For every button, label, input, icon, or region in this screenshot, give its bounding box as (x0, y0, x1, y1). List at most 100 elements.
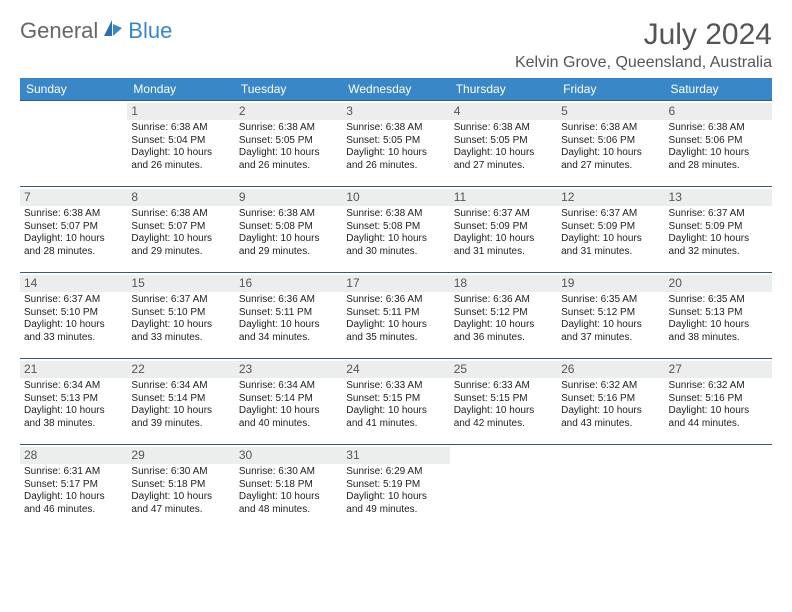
calendar-day-cell: 11Sunrise: 6:37 AMSunset: 5:09 PMDayligh… (450, 187, 557, 273)
calendar-day-cell: 31 Sunrise: 6:29 AMSunset: 5:19 PMDayligh… (342, 445, 449, 531)
day-number: 4 (450, 103, 557, 120)
daylight-line-2: and 38 minutes. (24, 418, 123, 431)
daylight-line-2: and 28 minutes. (24, 246, 123, 259)
daylight-line-1: Daylight: 10 hours (239, 319, 338, 332)
daylight-line-1: Daylight: 10 hours (561, 147, 660, 160)
daylight-line-1: Daylight: 10 hours (561, 319, 660, 332)
title-block: July 2024 Kelvin Grove, Queensland, Aust… (515, 18, 772, 72)
daylight-line-1: Daylight: 10 hours (239, 491, 338, 504)
daylight-line-2: and 31 minutes. (561, 246, 660, 259)
calendar-day-cell: 5 Sunrise: 6:38 AMSunset: 5:06 PMDaylight… (557, 101, 664, 187)
sunset-line: Sunset: 5:14 PM (239, 393, 338, 406)
sunset-line: Sunset: 5:09 PM (561, 221, 660, 234)
daylight-line-1: Daylight: 10 hours (669, 147, 768, 160)
sunrise-line: Sunrise: 6:32 AM (561, 380, 660, 393)
daylight-line-1: Daylight: 10 hours (239, 233, 338, 246)
daylight-line-2: and 44 minutes. (669, 418, 768, 431)
daylight-line-2: and 46 minutes. (24, 504, 123, 517)
day-number: 19 (557, 275, 664, 292)
day-number: 11 (450, 189, 557, 206)
day-details: Sunrise: 6:38 AMSunset: 5:08 PMDaylight:… (239, 208, 338, 258)
daylight-line-2: and 26 minutes. (131, 160, 230, 173)
sunset-line: Sunset: 5:05 PM (454, 135, 553, 148)
day-number: 20 (665, 275, 772, 292)
day-number: 22 (127, 361, 234, 378)
sunset-line: Sunset: 5:18 PM (131, 479, 230, 492)
daylight-line-1: Daylight: 10 hours (131, 319, 230, 332)
daylight-line-2: and 43 minutes. (561, 418, 660, 431)
calendar-day-cell: 20 Sunrise: 6:35 AMSunset: 5:13 PMDayligh… (665, 273, 772, 359)
daylight-line-1: Daylight: 10 hours (24, 491, 123, 504)
sunset-line: Sunset: 5:06 PM (561, 135, 660, 148)
day-number: 24 (342, 361, 449, 378)
day-number: 25 (450, 361, 557, 378)
day-details: Sunrise: 6:38 AMSunset: 5:06 PMDaylight:… (561, 122, 660, 172)
sunset-line: Sunset: 5:12 PM (561, 307, 660, 320)
daylight-line-1: Daylight: 10 hours (24, 405, 123, 418)
sunrise-line: Sunrise: 6:36 AM (454, 294, 553, 307)
daylight-line-2: and 28 minutes. (669, 160, 768, 173)
calendar-day-cell: 17Sunrise: 6:36 AMSunset: 5:11 PMDayligh… (342, 273, 449, 359)
day-number: 2 (235, 103, 342, 120)
sunrise-line: Sunrise: 6:38 AM (561, 122, 660, 135)
calendar-week-row: 28Sunrise: 6:31 AMSunset: 5:17 PMDayligh… (20, 445, 772, 531)
calendar-table: Sunday Monday Tuesday Wednesday Thursday… (20, 78, 772, 531)
sunset-line: Sunset: 5:10 PM (131, 307, 230, 320)
daylight-line-1: Daylight: 10 hours (346, 491, 445, 504)
day-number: 30 (235, 447, 342, 464)
day-details: Sunrise: 6:37 AMSunset: 5:09 PMDaylight:… (561, 208, 660, 258)
sunrise-line: Sunrise: 6:34 AM (131, 380, 230, 393)
sunrise-line: Sunrise: 6:30 AM (131, 466, 230, 479)
sunset-line: Sunset: 5:16 PM (561, 393, 660, 406)
day-number: 12 (557, 189, 664, 206)
daylight-line-2: and 39 minutes. (131, 418, 230, 431)
calendar-day-cell: 9 Sunrise: 6:38 AMSunset: 5:08 PMDaylight… (235, 187, 342, 273)
daylight-line-2: and 47 minutes. (131, 504, 230, 517)
daylight-line-1: Daylight: 10 hours (669, 405, 768, 418)
calendar-day-cell: 28Sunrise: 6:31 AMSunset: 5:17 PMDayligh… (20, 445, 127, 531)
weekday-header: Sunday (20, 78, 127, 101)
sunrise-line: Sunrise: 6:38 AM (346, 122, 445, 135)
sunset-line: Sunset: 5:13 PM (24, 393, 123, 406)
logo: General Blue (20, 18, 172, 44)
calendar-week-row: 1Sunrise: 6:38 AMSunset: 5:04 PMDaylight… (20, 101, 772, 187)
day-details: Sunrise: 6:29 AMSunset: 5:19 PMDaylight:… (346, 466, 445, 516)
day-number: 27 (665, 361, 772, 378)
calendar-day-cell: 27Sunrise: 6:32 AMSunset: 5:16 PMDayligh… (665, 359, 772, 445)
sunrise-line: Sunrise: 6:38 AM (346, 208, 445, 221)
sunset-line: Sunset: 5:13 PM (669, 307, 768, 320)
daylight-line-1: Daylight: 10 hours (24, 233, 123, 246)
day-number: 8 (127, 189, 234, 206)
sunset-line: Sunset: 5:08 PM (239, 221, 338, 234)
logo-text-general: General (20, 18, 98, 44)
sunrise-line: Sunrise: 6:36 AM (239, 294, 338, 307)
sunset-line: Sunset: 5:09 PM (454, 221, 553, 234)
daylight-line-2: and 33 minutes. (131, 332, 230, 345)
calendar-day-cell: 29Sunrise: 6:30 AMSunset: 5:18 PMDayligh… (127, 445, 234, 531)
day-number: 7 (20, 189, 127, 206)
daylight-line-2: and 33 minutes. (24, 332, 123, 345)
sunset-line: Sunset: 5:12 PM (454, 307, 553, 320)
day-number: 31 (342, 447, 449, 464)
day-number: 16 (235, 275, 342, 292)
calendar-day-cell: 23Sunrise: 6:34 AMSunset: 5:14 PMDayligh… (235, 359, 342, 445)
daylight-line-2: and 35 minutes. (346, 332, 445, 345)
daylight-line-1: Daylight: 10 hours (131, 405, 230, 418)
daylight-line-1: Daylight: 10 hours (669, 319, 768, 332)
sunset-line: Sunset: 5:04 PM (131, 135, 230, 148)
day-number: 9 (235, 189, 342, 206)
daylight-line-2: and 27 minutes. (454, 160, 553, 173)
sunrise-line: Sunrise: 6:35 AM (561, 294, 660, 307)
day-details: Sunrise: 6:38 AMSunset: 5:04 PMDaylight:… (131, 122, 230, 172)
daylight-line-2: and 31 minutes. (454, 246, 553, 259)
day-details: Sunrise: 6:32 AMSunset: 5:16 PMDaylight:… (561, 380, 660, 430)
sunset-line: Sunset: 5:07 PM (131, 221, 230, 234)
daylight-line-2: and 27 minutes. (561, 160, 660, 173)
sunrise-line: Sunrise: 6:35 AM (669, 294, 768, 307)
weekday-header: Friday (557, 78, 664, 101)
calendar-day-cell: 13Sunrise: 6:37 AMSunset: 5:09 PMDayligh… (665, 187, 772, 273)
day-number: 5 (557, 103, 664, 120)
daylight-line-1: Daylight: 10 hours (346, 319, 445, 332)
sunrise-line: Sunrise: 6:33 AM (346, 380, 445, 393)
sunrise-line: Sunrise: 6:38 AM (239, 122, 338, 135)
